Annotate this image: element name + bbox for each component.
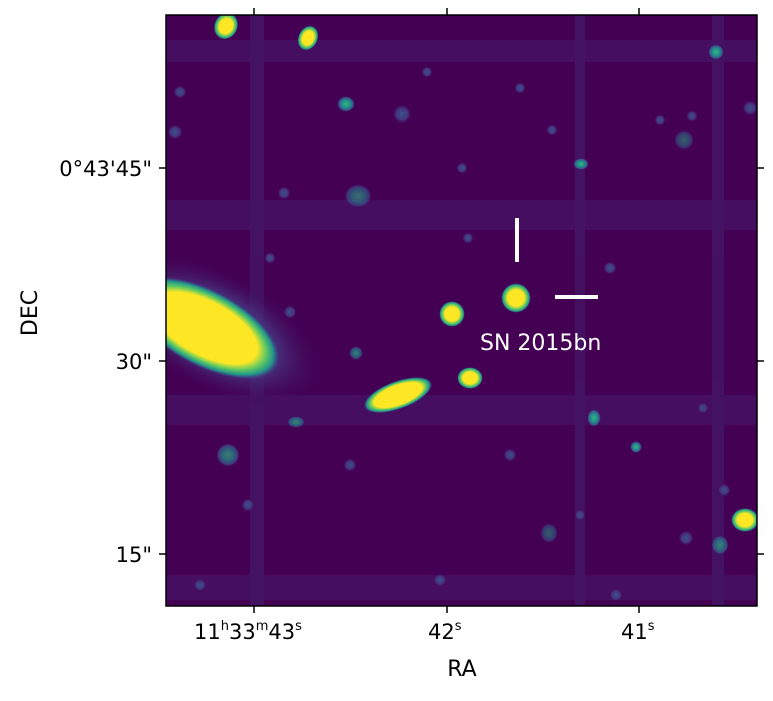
- y-tick-label-1: 30": [116, 350, 152, 374]
- x-tick-marks: [253, 8, 640, 613]
- source: [297, 25, 319, 51]
- source: [349, 346, 363, 360]
- source: [630, 441, 642, 453]
- source: [731, 508, 757, 532]
- faint-sources: [167, 66, 757, 602]
- source: [439, 301, 465, 327]
- source: [711, 535, 729, 555]
- x-axis-label: RA: [447, 657, 476, 682]
- source: [344, 184, 372, 208]
- y-tick-marks: [159, 167, 764, 555]
- supernova-label: SN 2015bn: [480, 331, 601, 356]
- supernova-host: [501, 283, 531, 313]
- source: [213, 15, 239, 40]
- source: [587, 409, 601, 427]
- y-axis-label: DEC: [18, 290, 43, 336]
- marker-horizontal-tick: [555, 295, 598, 299]
- elongated-galaxy: [363, 376, 433, 414]
- x-tick-label-1: 42s: [428, 619, 462, 644]
- x-tick-label-2: 41s: [621, 619, 655, 644]
- source: [457, 367, 483, 389]
- source: [216, 443, 240, 467]
- source: [708, 44, 724, 60]
- large-galaxy: [166, 276, 280, 380]
- marker-vertical-tick: [515, 218, 519, 262]
- source: [337, 96, 355, 112]
- supernova-marker: [515, 218, 598, 299]
- x-tick-label-0: 11h33m43s: [194, 619, 302, 644]
- sky-image: SN 2015bn: [166, 15, 757, 606]
- plot-frame: [165, 14, 758, 607]
- source: [573, 158, 589, 170]
- y-tick-label-0: 0°43'45": [59, 157, 152, 181]
- y-tick-label-2: 15": [116, 543, 152, 567]
- source: [540, 523, 558, 543]
- source: [287, 416, 305, 428]
- source: [674, 130, 694, 150]
